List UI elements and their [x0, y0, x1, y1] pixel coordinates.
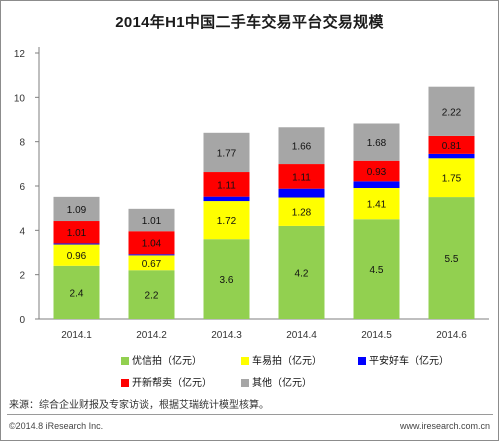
data-label: 4.5: [370, 265, 384, 276]
data-label: 1.04: [142, 239, 162, 250]
bar-segment-s0: [428, 197, 475, 319]
data-label: 0.96: [67, 251, 87, 262]
bar-segment-s3: [128, 231, 175, 255]
data-label: 1.72: [217, 216, 237, 227]
bar-segment-s2: [203, 196, 250, 202]
legend-swatch: [121, 379, 129, 387]
bar-segment-s0: [128, 270, 175, 319]
chart-title: 2014年H1中国二手车交易平台交易规模: [115, 14, 384, 31]
bar-stack-2014-3: 3.6 1.72 1.11 1.77: [203, 132, 250, 319]
y-axis: 0 2 4 6 8 10 12: [14, 47, 40, 326]
legend-item: 开新帮卖（亿元）: [121, 374, 212, 389]
bar-segment-s0: [353, 219, 400, 319]
data-label: 2.2: [145, 291, 159, 302]
data-label: 1.75: [442, 174, 462, 185]
x-tick-label: 2014.3: [211, 330, 242, 341]
data-label: 5.5: [445, 254, 459, 265]
x-tick-label: 2014.2: [136, 330, 167, 341]
bar-stack-2014-5: 4.5 1.41 0.93 1.68: [353, 123, 400, 319]
data-label: 0.67: [142, 259, 162, 270]
stacked-bar-chart: 0 2 4 6 8 10 12 2014.1 2014.2 2014.3 2014.4 2014.5…: [14, 47, 489, 341]
bar-segment-s4: [53, 196, 100, 222]
x-tick-label: 2014.1: [61, 330, 92, 341]
bar-segment-s4: [428, 86, 475, 136]
legend-item: 其他（亿元）: [241, 374, 312, 389]
bar-segment-s2: [128, 254, 175, 256]
bar-segment-s0: [278, 225, 325, 319]
bar-segment-s1: [278, 197, 325, 226]
data-label: 1.01: [67, 228, 87, 239]
source-note: 来源：综合企业财报及专家访谈，根据艾瑞统计模型核算。: [9, 400, 269, 411]
footer-divider: [7, 414, 493, 415]
bar-segment-s1: [53, 244, 100, 266]
data-label: 0.81: [442, 141, 462, 152]
x-axis: 2014.1 2014.2 2014.3 2014.4 2014.5 2014.6: [39, 318, 489, 341]
bar-segment-s4: [128, 208, 175, 232]
legend-swatch: [241, 379, 249, 387]
bar-segment-s2: [353, 181, 400, 188]
bar-segment-s1: [203, 201, 250, 240]
bar-stack-2014-2: 2.2 0.67 1.04 1.01: [128, 208, 175, 319]
y-tick-label: 8: [19, 138, 25, 149]
legend-swatch: [358, 357, 366, 365]
legend-swatch: [241, 357, 249, 365]
legend-item: 车易拍（亿元）: [241, 352, 322, 367]
data-label: 1.66: [292, 142, 312, 153]
bar-segment-s2: [53, 243, 100, 245]
legend-label: 车易拍（亿元）: [252, 356, 322, 367]
bar-stacks: 2.4 0.96 1.01 1.09 2.2 0.67 1.04 1.01 3.6 1.72 1.1…: [53, 86, 475, 319]
bar-segment-s2: [428, 153, 475, 159]
legend-label: 平安好车（亿元）: [369, 356, 449, 367]
y-tick-label: 0: [19, 315, 25, 326]
data-label: 1.77: [217, 148, 237, 159]
x-tick-label: 2014.4: [286, 330, 317, 341]
legend-label: 其他（亿元）: [252, 378, 312, 389]
y-tick-label: 4: [19, 226, 25, 237]
legend-label: 优信拍（亿元）: [132, 356, 202, 367]
bar-segment-s4: [353, 123, 400, 161]
website-text: www.iresearch.com.cn: [399, 421, 490, 431]
copyright-text: ©2014.8 iResearch Inc.: [9, 421, 104, 431]
data-label: 1.11: [292, 172, 311, 183]
legend-swatch: [121, 357, 129, 365]
bar-stack-2014-6: 5.5 1.75 0.81 2.22: [428, 86, 475, 319]
y-tick-label: 10: [14, 93, 26, 104]
x-tick-label: 2014.5: [361, 330, 392, 341]
x-tick-label: 2014.6: [436, 330, 467, 341]
bar-segment-s3: [278, 164, 325, 189]
data-label: 2.4: [70, 288, 84, 299]
data-label: 1.01: [142, 216, 162, 227]
legend-item: 优信拍（亿元）: [121, 352, 202, 367]
y-tick-label: 2: [19, 271, 25, 282]
data-label: 3.6: [220, 275, 234, 286]
data-label: 2.22: [442, 107, 462, 118]
data-label: 1.68: [367, 138, 387, 149]
legend-label: 开新帮卖（亿元）: [132, 378, 212, 389]
y-tick-label: 6: [19, 182, 25, 193]
bar-segment-s0: [203, 239, 250, 319]
bar-segment-s1: [353, 187, 400, 220]
bar-segment-s4: [203, 132, 250, 173]
bar-segment-s3: [428, 135, 475, 154]
data-label: 1.09: [67, 205, 87, 216]
bar-segment-s3: [53, 221, 100, 244]
bar-segment-s4: [278, 127, 325, 165]
legend-item: 平安好车（亿元）: [358, 352, 449, 367]
data-label: 1.11: [217, 180, 236, 191]
data-label: 1.41: [367, 200, 387, 211]
bar-stack-2014-4: 4.2 1.28 1.11 1.66: [278, 127, 325, 319]
bar-segment-s3: [203, 172, 250, 197]
y-tick-label: 12: [14, 49, 26, 60]
bar-segment-s1: [428, 158, 475, 198]
bar-segment-s2: [278, 188, 325, 198]
bar-segment-s1: [128, 255, 175, 271]
bar-stack-2014-1: 2.4 0.96 1.01 1.09: [53, 196, 100, 319]
bar-segment-s0: [53, 265, 100, 319]
bar-segment-s3: [353, 160, 400, 182]
data-label: 4.2: [295, 268, 309, 279]
data-label: 0.93: [367, 167, 387, 178]
data-label: 1.28: [292, 208, 312, 219]
